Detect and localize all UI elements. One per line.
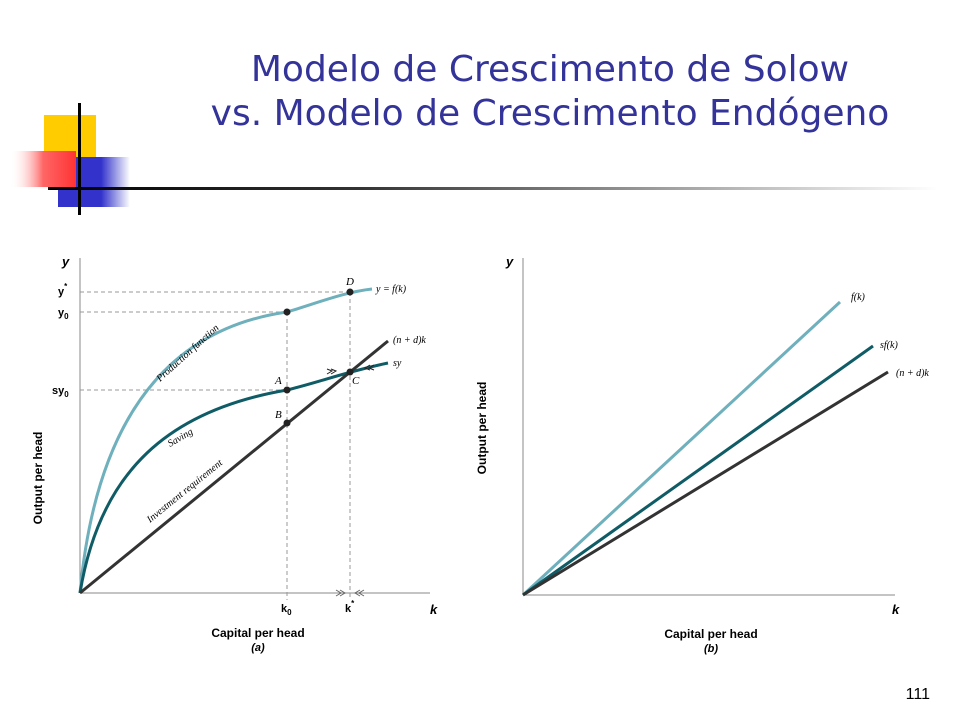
point-d [346, 288, 354, 296]
label-d: D [345, 276, 354, 288]
tick-k0: k0 [281, 603, 292, 617]
title-line-1: Modelo de Crescimento de Solow [250, 49, 850, 90]
point-b [283, 419, 291, 427]
panel-a-x-letter: k [430, 602, 438, 617]
label-n-plus-d-k: (n + d)k [393, 335, 426, 346]
label-sfk: sf(k) [880, 340, 898, 351]
production-function-curve [78, 287, 373, 594]
saving-curve [78, 361, 389, 594]
arrow-right-near-c [326, 368, 338, 375]
panel-b-y-axis-label: Output per head [475, 382, 489, 475]
label-b: B [275, 409, 282, 421]
title-line-2: vs. Modelo de Crescimento Endógeno [210, 93, 890, 134]
tick-ystar: y* [58, 282, 68, 298]
line-sfk [522, 344, 874, 597]
panel-a-y-axis-label: Output per head [31, 432, 45, 525]
tick-y0: y0 [58, 307, 69, 321]
panel-b-sub-label: (b) [704, 643, 718, 655]
label-fk: f(k) [851, 292, 866, 303]
panel-a-sub-label: (a) [251, 642, 265, 654]
label-n-plus-d-k-b: (n + d)k [896, 368, 929, 379]
axis-arrow-left [354, 589, 365, 597]
investment-requirement-line [79, 339, 389, 595]
axis-arrow-right [335, 589, 346, 597]
point-c [346, 368, 354, 376]
label-a: A [274, 375, 282, 387]
line-n-plus-d-k [522, 370, 889, 597]
label-y-equals-fk: y = f(k) [375, 284, 407, 295]
panel-b-x-letter: k [892, 602, 900, 617]
panel-a-x-axis-label: Capital per head [211, 626, 304, 640]
panel-a-y-letter: y [61, 254, 70, 269]
panel-b-x-axis-label: Capital per head [664, 627, 757, 641]
label-c: C [352, 375, 360, 387]
decorative-corner-graphic [10, 103, 938, 215]
tick-sy0: sy0 [52, 385, 69, 399]
point-y0-production [283, 308, 291, 316]
label-sy: sy [393, 358, 402, 369]
tick-kstar: k* [345, 599, 355, 615]
panel-b-y-letter: y [505, 254, 514, 269]
arrow-left-near-c [363, 364, 375, 371]
page-number: 111 [905, 686, 930, 703]
line-fk [521, 300, 842, 597]
point-a [283, 386, 291, 394]
slide-title: Modelo de Crescimento de Solow vs. Model… [150, 48, 950, 136]
